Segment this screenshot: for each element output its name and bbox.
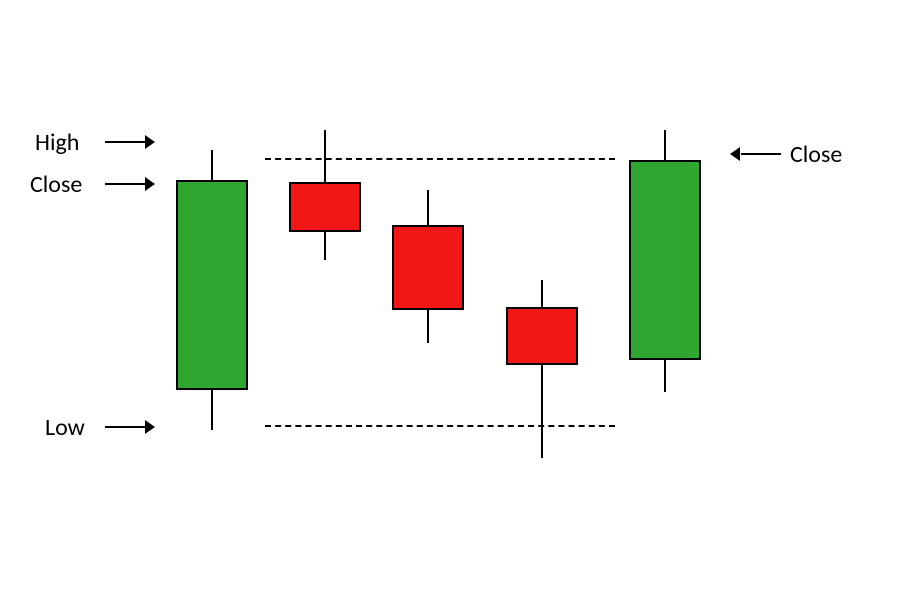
candlestick-diagram: High Close Low Close [0, 0, 900, 600]
candle-body [289, 182, 361, 232]
candle-body [392, 225, 464, 310]
upper-dash [265, 158, 615, 160]
label-close-right: Close [790, 140, 842, 169]
lower-dash [265, 425, 615, 427]
label-high: High [35, 128, 79, 157]
candle-body [176, 180, 248, 390]
candle-body [629, 160, 701, 360]
candle-body [506, 307, 578, 365]
label-close-left: Close [30, 170, 82, 199]
label-low: Low [45, 413, 85, 442]
